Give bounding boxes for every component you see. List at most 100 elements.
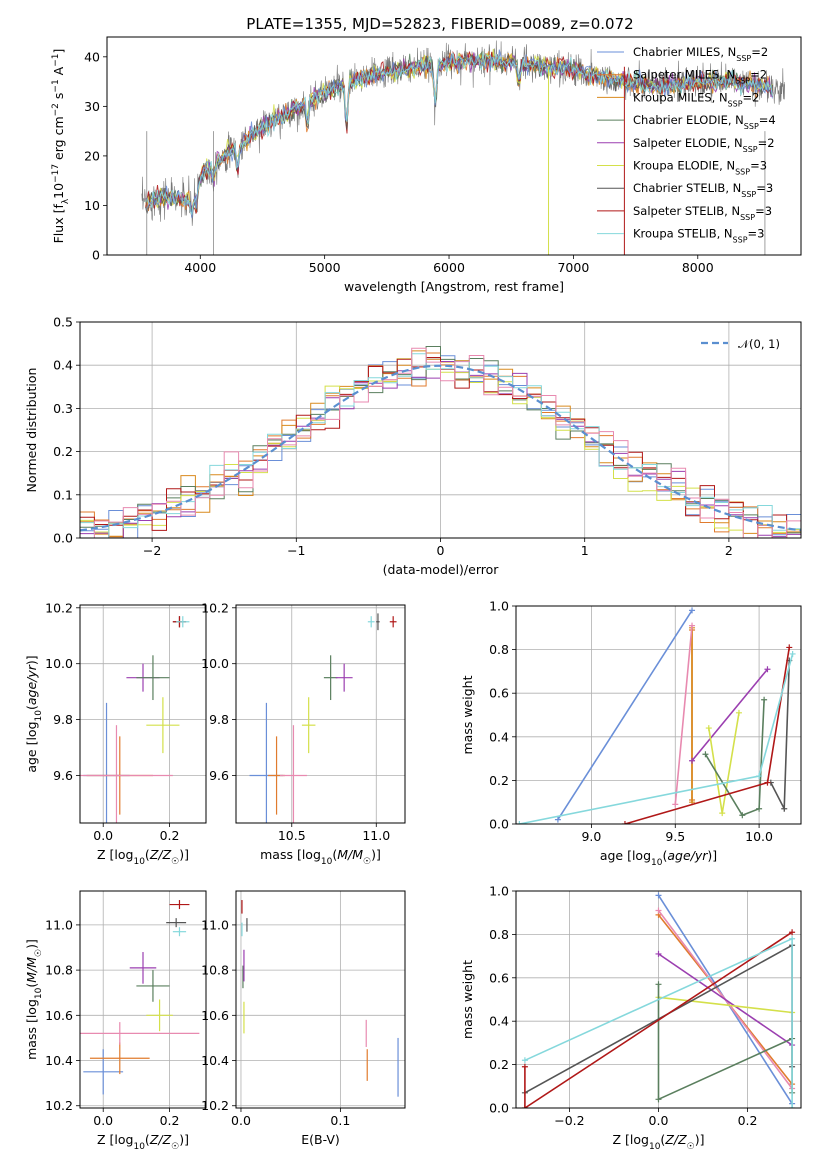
weight-marker (554, 816, 561, 823)
errorbar-point (335, 663, 353, 692)
panel-mass-vs-ebv: 0.0 0.1 10.2 10.4 10.6 10.8 11.0 E(B-V) (201, 890, 406, 1147)
x-tick-label: −1 (287, 543, 305, 558)
x-tick-label: −0.2 (554, 1113, 584, 1128)
spectrum-legend: Chabrier MILES, NSSP=2 Salpeter MILES, NS… (597, 45, 776, 244)
y-axis-label: Flux [fλ10−17 erg cm−2 s−1 A−1] (51, 49, 71, 244)
x-tick-label: 0.0 (649, 1113, 669, 1128)
weight-marker (789, 1105, 796, 1108)
y-tick-label: 9.6 (53, 768, 73, 783)
weight-marker (655, 1096, 662, 1103)
y-tick-label: 1.0 (489, 884, 509, 899)
y-tick-label: 1.0 (489, 599, 509, 614)
y-tick-label: 10.2 (201, 1098, 229, 1113)
weight-series-7 (524, 931, 793, 1108)
y-tick-label: 10.0 (45, 656, 73, 671)
weight-marker (655, 907, 662, 914)
y-axis-label: age [log10(age/yr)] (24, 655, 44, 772)
x-axis-label: Z [log10(Z/Z☉)] (97, 847, 189, 867)
legend-entry: Chabrier MILES, NSSP=2 (633, 45, 768, 63)
weight-marker (655, 981, 662, 988)
residual-histogram-8 (80, 347, 801, 538)
y-tick-label: 0.2 (489, 1057, 509, 1072)
panel-mass-weight-vs-z: −0.2 0.0 0.2 0.0 0.2 0.4 0.6 0.8 1.0 Z [log10(Z/Z… (460, 884, 802, 1152)
plot-area (141, 40, 785, 255)
errorbar-point (80, 725, 173, 823)
y-axis-label: mass weight (460, 960, 475, 1039)
y-tick-label: 0.2 (489, 773, 509, 788)
errorbar-point (136, 655, 170, 701)
x-tick-label: 0.0 (93, 828, 113, 843)
y-tick-label: 10.6 (201, 1008, 229, 1023)
weight-marker (719, 810, 726, 817)
weight-marker (655, 950, 662, 957)
legend-entry: Salpeter MILES, NSSP=2 (633, 68, 767, 86)
plot-area (236, 891, 405, 1108)
x-tick-label: 8000 (682, 260, 714, 275)
weight-marker (789, 935, 796, 942)
weight-marker (521, 1063, 528, 1070)
y-tick-label: 0.0 (489, 817, 509, 832)
panel-age-vs-z: 0.0 0.2 9.6 9.8 10.0 10.2 Z [log10(Z/Z☉)] age [… (24, 600, 207, 867)
x-axis-label: E(B-V) (301, 1132, 340, 1147)
weight-series-6 (704, 699, 765, 817)
weight-marker (789, 650, 796, 657)
panel-age-vs-mass: 10.5 11.0 9.6 9.8 10.0 10.2 mass [log10(M/M☉)] (201, 600, 406, 867)
axes-frame (235, 604, 406, 824)
y-tick-label: 0.6 (489, 970, 509, 985)
y-tick-label: 0.4 (489, 729, 509, 744)
plot-area (80, 605, 206, 823)
y-tick-label: 11.0 (201, 917, 229, 932)
weight-marker (739, 812, 746, 819)
weight-marker (764, 779, 771, 786)
weight-marker (702, 751, 709, 758)
weight-marker (735, 709, 742, 716)
y-tick-label: 0.4 (53, 358, 73, 373)
y-tick-label: 10.8 (201, 963, 229, 978)
legend-entry: Kroupa ELODIE, NSSP=3 (633, 159, 767, 177)
weight-series-7 (770, 660, 791, 812)
weight-series-4 (691, 668, 769, 762)
weight-series-5 (657, 984, 793, 1101)
x-tick-label: 11.0 (362, 828, 390, 843)
errorbar-point (89, 1042, 150, 1075)
y-tick-label: 10.4 (201, 1053, 229, 1068)
axes-frame (79, 890, 207, 1109)
weight-marker (516, 821, 523, 824)
y-tick-label: 10.2 (45, 600, 73, 615)
y-tick-label: 0.8 (489, 927, 509, 942)
weight-marker (761, 696, 768, 703)
errorbar-point (166, 918, 187, 928)
x-tick-label: 0 (437, 543, 445, 558)
weight-marker (521, 1057, 528, 1064)
axes-frame (79, 321, 802, 539)
errorbar-point (169, 900, 190, 910)
x-tick-label: 0.0 (231, 1113, 251, 1128)
weight-marker (764, 666, 771, 673)
x-tick-label: 0.2 (160, 1113, 180, 1128)
plot-area (516, 891, 801, 1108)
x-tick-label: 5000 (309, 260, 341, 275)
x-tick-label: 0.2 (160, 828, 180, 843)
weight-marker (521, 1105, 528, 1108)
y-tick-label: 0 (92, 248, 100, 263)
y-tick-label: 0.1 (53, 487, 73, 502)
y-tick-label: 0.2 (53, 444, 73, 459)
y-tick-label: 0.0 (489, 1101, 509, 1116)
y-tick-label: 10.8 (45, 963, 73, 978)
y-tick-label: 40 (84, 49, 100, 64)
plot-area (516, 606, 801, 824)
weight-marker (689, 607, 696, 614)
weight-series-4 (658, 996, 793, 1014)
weight-series-0 (557, 609, 693, 821)
legend-entry: Chabrier ELODIE, NSSP=4 (633, 113, 776, 131)
y-tick-label: 0.0 (53, 531, 73, 546)
weight-marker (756, 805, 763, 812)
y-axis-label: Normed distribution (24, 368, 39, 493)
model-spectrum-3 (145, 52, 773, 210)
plot-area (80, 891, 206, 1108)
y-tick-label: 20 (84, 148, 100, 163)
errorbar-point (367, 616, 375, 628)
x-tick-label: 9.5 (665, 829, 685, 844)
y-tick-label: 11.0 (45, 917, 73, 932)
panel-mass-weight-vs-age: 9.0 9.5 10.0 0.0 0.2 0.4 0.6 0.8 1.0 age [log10(a… (460, 599, 802, 868)
